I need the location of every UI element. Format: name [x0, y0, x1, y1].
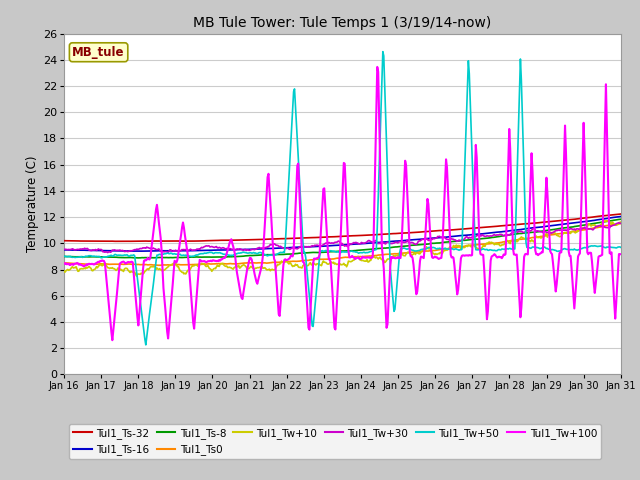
Tul1_Ts0 [433, 247, 440, 253]
Tul1_Ts0 [204, 261, 212, 267]
Line: Tul1_Ts-32: Tul1_Ts-32 [64, 214, 621, 241]
Tul1_Ts-32 [159, 238, 167, 244]
Tul1_Ts-8 [159, 254, 167, 260]
Tul1_Tw+100 [313, 255, 321, 261]
Line: Tul1_Tw+50: Tul1_Tw+50 [64, 52, 621, 345]
Tul1_Tw+10 [389, 253, 397, 259]
Tul1_Ts0 [156, 263, 164, 268]
Tul1_Ts-32 [617, 211, 625, 217]
Tul1_Ts0 [480, 241, 488, 247]
Tul1_Tw+30 [159, 249, 166, 254]
Tul1_Ts-16 [389, 239, 397, 244]
Tul1_Ts-32 [433, 228, 440, 234]
Tul1_Tw+30 [60, 247, 68, 252]
Tul1_Ts-16 [433, 235, 440, 241]
Legend: Tul1_Ts-32, Tul1_Ts-16, Tul1_Ts-8, Tul1_Ts0, Tul1_Tw+10, Tul1_Tw+30, Tul1_Tw+50,: Tul1_Ts-32, Tul1_Ts-16, Tul1_Ts-8, Tul1_… [69, 424, 601, 459]
Tul1_Ts-32 [480, 224, 488, 230]
Tul1_Tw+100 [159, 285, 167, 291]
Tul1_Ts0 [60, 260, 68, 266]
Tul1_Ts-32 [204, 238, 212, 243]
Tul1_Ts-16 [617, 214, 625, 219]
Tul1_Tw+50 [390, 309, 398, 314]
Tul1_Tw+10 [313, 261, 321, 267]
Tul1_Tw+50 [617, 244, 625, 250]
Tul1_Ts-8 [480, 236, 488, 241]
Tul1_Ts-8 [389, 244, 397, 250]
Tul1_Tw+10 [132, 273, 140, 279]
Tul1_Tw+10 [159, 267, 167, 273]
Tul1_Tw+100 [60, 261, 68, 266]
Tul1_Ts-8 [204, 254, 212, 260]
Tul1_Ts0 [159, 262, 167, 268]
Tul1_Tw+10 [480, 243, 488, 249]
Tul1_Tw+50 [313, 283, 321, 289]
Tul1_Tw+50 [204, 250, 212, 256]
Tul1_Tw+100 [434, 255, 442, 261]
Tul1_Ts-8 [617, 216, 625, 222]
Tul1_Tw+30 [615, 220, 623, 226]
Tul1_Ts-16 [60, 247, 68, 253]
Tul1_Tw+30 [389, 240, 397, 246]
Tul1_Ts-32 [313, 235, 321, 240]
Tul1_Tw+30 [433, 235, 440, 241]
Tul1_Tw+10 [617, 219, 625, 225]
Tul1_Ts-8 [134, 255, 142, 261]
Line: Tul1_Ts-16: Tul1_Ts-16 [64, 216, 621, 251]
Line: Tul1_Tw+100: Tul1_Tw+100 [64, 67, 621, 340]
Tul1_Ts-32 [114, 239, 122, 244]
Text: MB_tule: MB_tule [72, 46, 125, 59]
Tul1_Ts-16 [138, 248, 145, 254]
Tul1_Tw+100 [617, 252, 625, 257]
Tul1_Tw+50 [434, 246, 442, 252]
Tul1_Tw+30 [617, 220, 625, 226]
Tul1_Tw+100 [109, 337, 116, 343]
Tul1_Ts-32 [60, 238, 68, 243]
Tul1_Tw+50 [159, 251, 167, 257]
Tul1_Tw+30 [480, 233, 488, 239]
Tul1_Tw+100 [481, 283, 489, 289]
Tul1_Tw+30 [313, 242, 321, 248]
Tul1_Tw+10 [60, 268, 68, 274]
Tul1_Ts0 [313, 256, 321, 262]
Line: Tul1_Ts0: Tul1_Ts0 [64, 224, 621, 265]
Tul1_Tw+50 [60, 253, 68, 259]
Tul1_Tw+50 [379, 49, 387, 55]
Tul1_Tw+30 [204, 243, 212, 249]
Tul1_Tw+100 [390, 255, 398, 261]
Tul1_Tw+10 [204, 263, 212, 269]
Y-axis label: Temperature (C): Temperature (C) [26, 156, 38, 252]
Tul1_Tw+100 [373, 64, 381, 70]
Tul1_Ts-16 [480, 231, 488, 237]
Tul1_Tw+100 [204, 258, 212, 264]
Tul1_Ts0 [617, 221, 625, 227]
Line: Tul1_Tw+30: Tul1_Tw+30 [64, 223, 621, 252]
Tul1_Tw+10 [605, 217, 612, 223]
Tul1_Ts-32 [389, 231, 397, 237]
Tul1_Ts-8 [60, 253, 68, 259]
Tul1_Ts-8 [313, 250, 321, 255]
Line: Tul1_Ts-8: Tul1_Ts-8 [64, 219, 621, 258]
Tul1_Ts-16 [313, 243, 321, 249]
Tul1_Tw+50 [142, 342, 150, 348]
Tul1_Tw+10 [433, 252, 440, 257]
Line: Tul1_Tw+10: Tul1_Tw+10 [64, 220, 621, 276]
Tul1_Ts-16 [159, 248, 167, 253]
Tul1_Ts-8 [433, 240, 440, 246]
Title: MB Tule Tower: Tule Temps 1 (3/19/14-now): MB Tule Tower: Tule Temps 1 (3/19/14-now… [193, 16, 492, 30]
Tul1_Tw+30 [164, 250, 172, 255]
Tul1_Ts-16 [204, 248, 212, 253]
Tul1_Ts0 [389, 251, 397, 257]
Tul1_Tw+50 [481, 247, 489, 252]
